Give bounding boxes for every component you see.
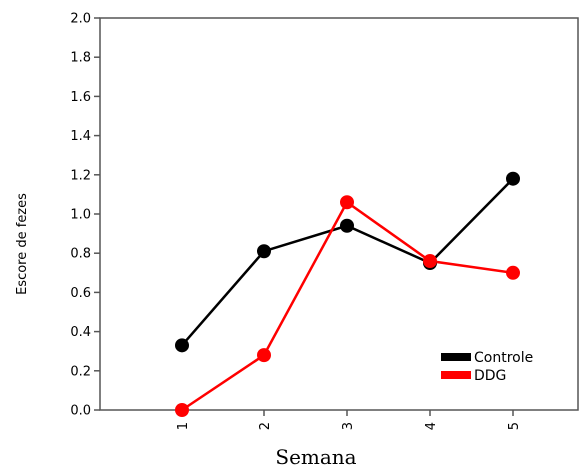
y-tick-label: 1.0: [70, 208, 91, 223]
data-point-ddg: [340, 195, 354, 210]
data-point-controle: [175, 338, 189, 353]
x-tick-label: 3: [341, 422, 356, 430]
legend-swatch-ddg: [441, 371, 471, 379]
y-axis-label: Escore de fezes: [15, 193, 30, 295]
y-tick-label: 1.4: [70, 129, 91, 144]
x-tick-label: 4: [424, 422, 439, 430]
data-point-ddg: [175, 403, 189, 417]
data-point-ddg: [506, 265, 520, 280]
y-tick-label: 2.0: [70, 12, 91, 27]
y-axis-ticks: 0.0 0.2 0.4 0.6 0.8 1.0 1.2 1.4 1.6 1.8 2.0: [70, 12, 100, 419]
series-group: [175, 171, 520, 417]
y-tick-label: 0.8: [70, 247, 91, 262]
y-tick-label: 0.6: [70, 286, 91, 301]
x-tick-label: 1: [176, 422, 191, 430]
y-tick-label: 0.4: [70, 325, 91, 340]
data-point-controle: [257, 244, 271, 259]
legend-label-ddg: DDG: [474, 368, 506, 384]
data-point-controle: [340, 218, 354, 233]
y-tick-label: 0.2: [70, 364, 91, 379]
y-tick-label: 1.6: [70, 90, 91, 105]
x-tick-label: 2: [258, 422, 273, 430]
y-tick-label: 1.8: [70, 51, 91, 66]
y-tick-label: 1.2: [70, 168, 91, 183]
data-point-controle: [506, 171, 520, 186]
x-axis-ticks: 1 2 3 4 5: [176, 410, 522, 430]
x-tick-label: 5: [507, 422, 522, 430]
data-point-ddg: [257, 348, 271, 363]
legend: Controle DDG: [441, 350, 533, 384]
y-tick-label: 0.0: [70, 404, 91, 419]
legend-label-controle: Controle: [474, 350, 533, 366]
data-point-ddg: [423, 254, 437, 269]
legend-swatch-controle: [441, 353, 471, 361]
x-axis-label: Semana: [275, 445, 356, 469]
